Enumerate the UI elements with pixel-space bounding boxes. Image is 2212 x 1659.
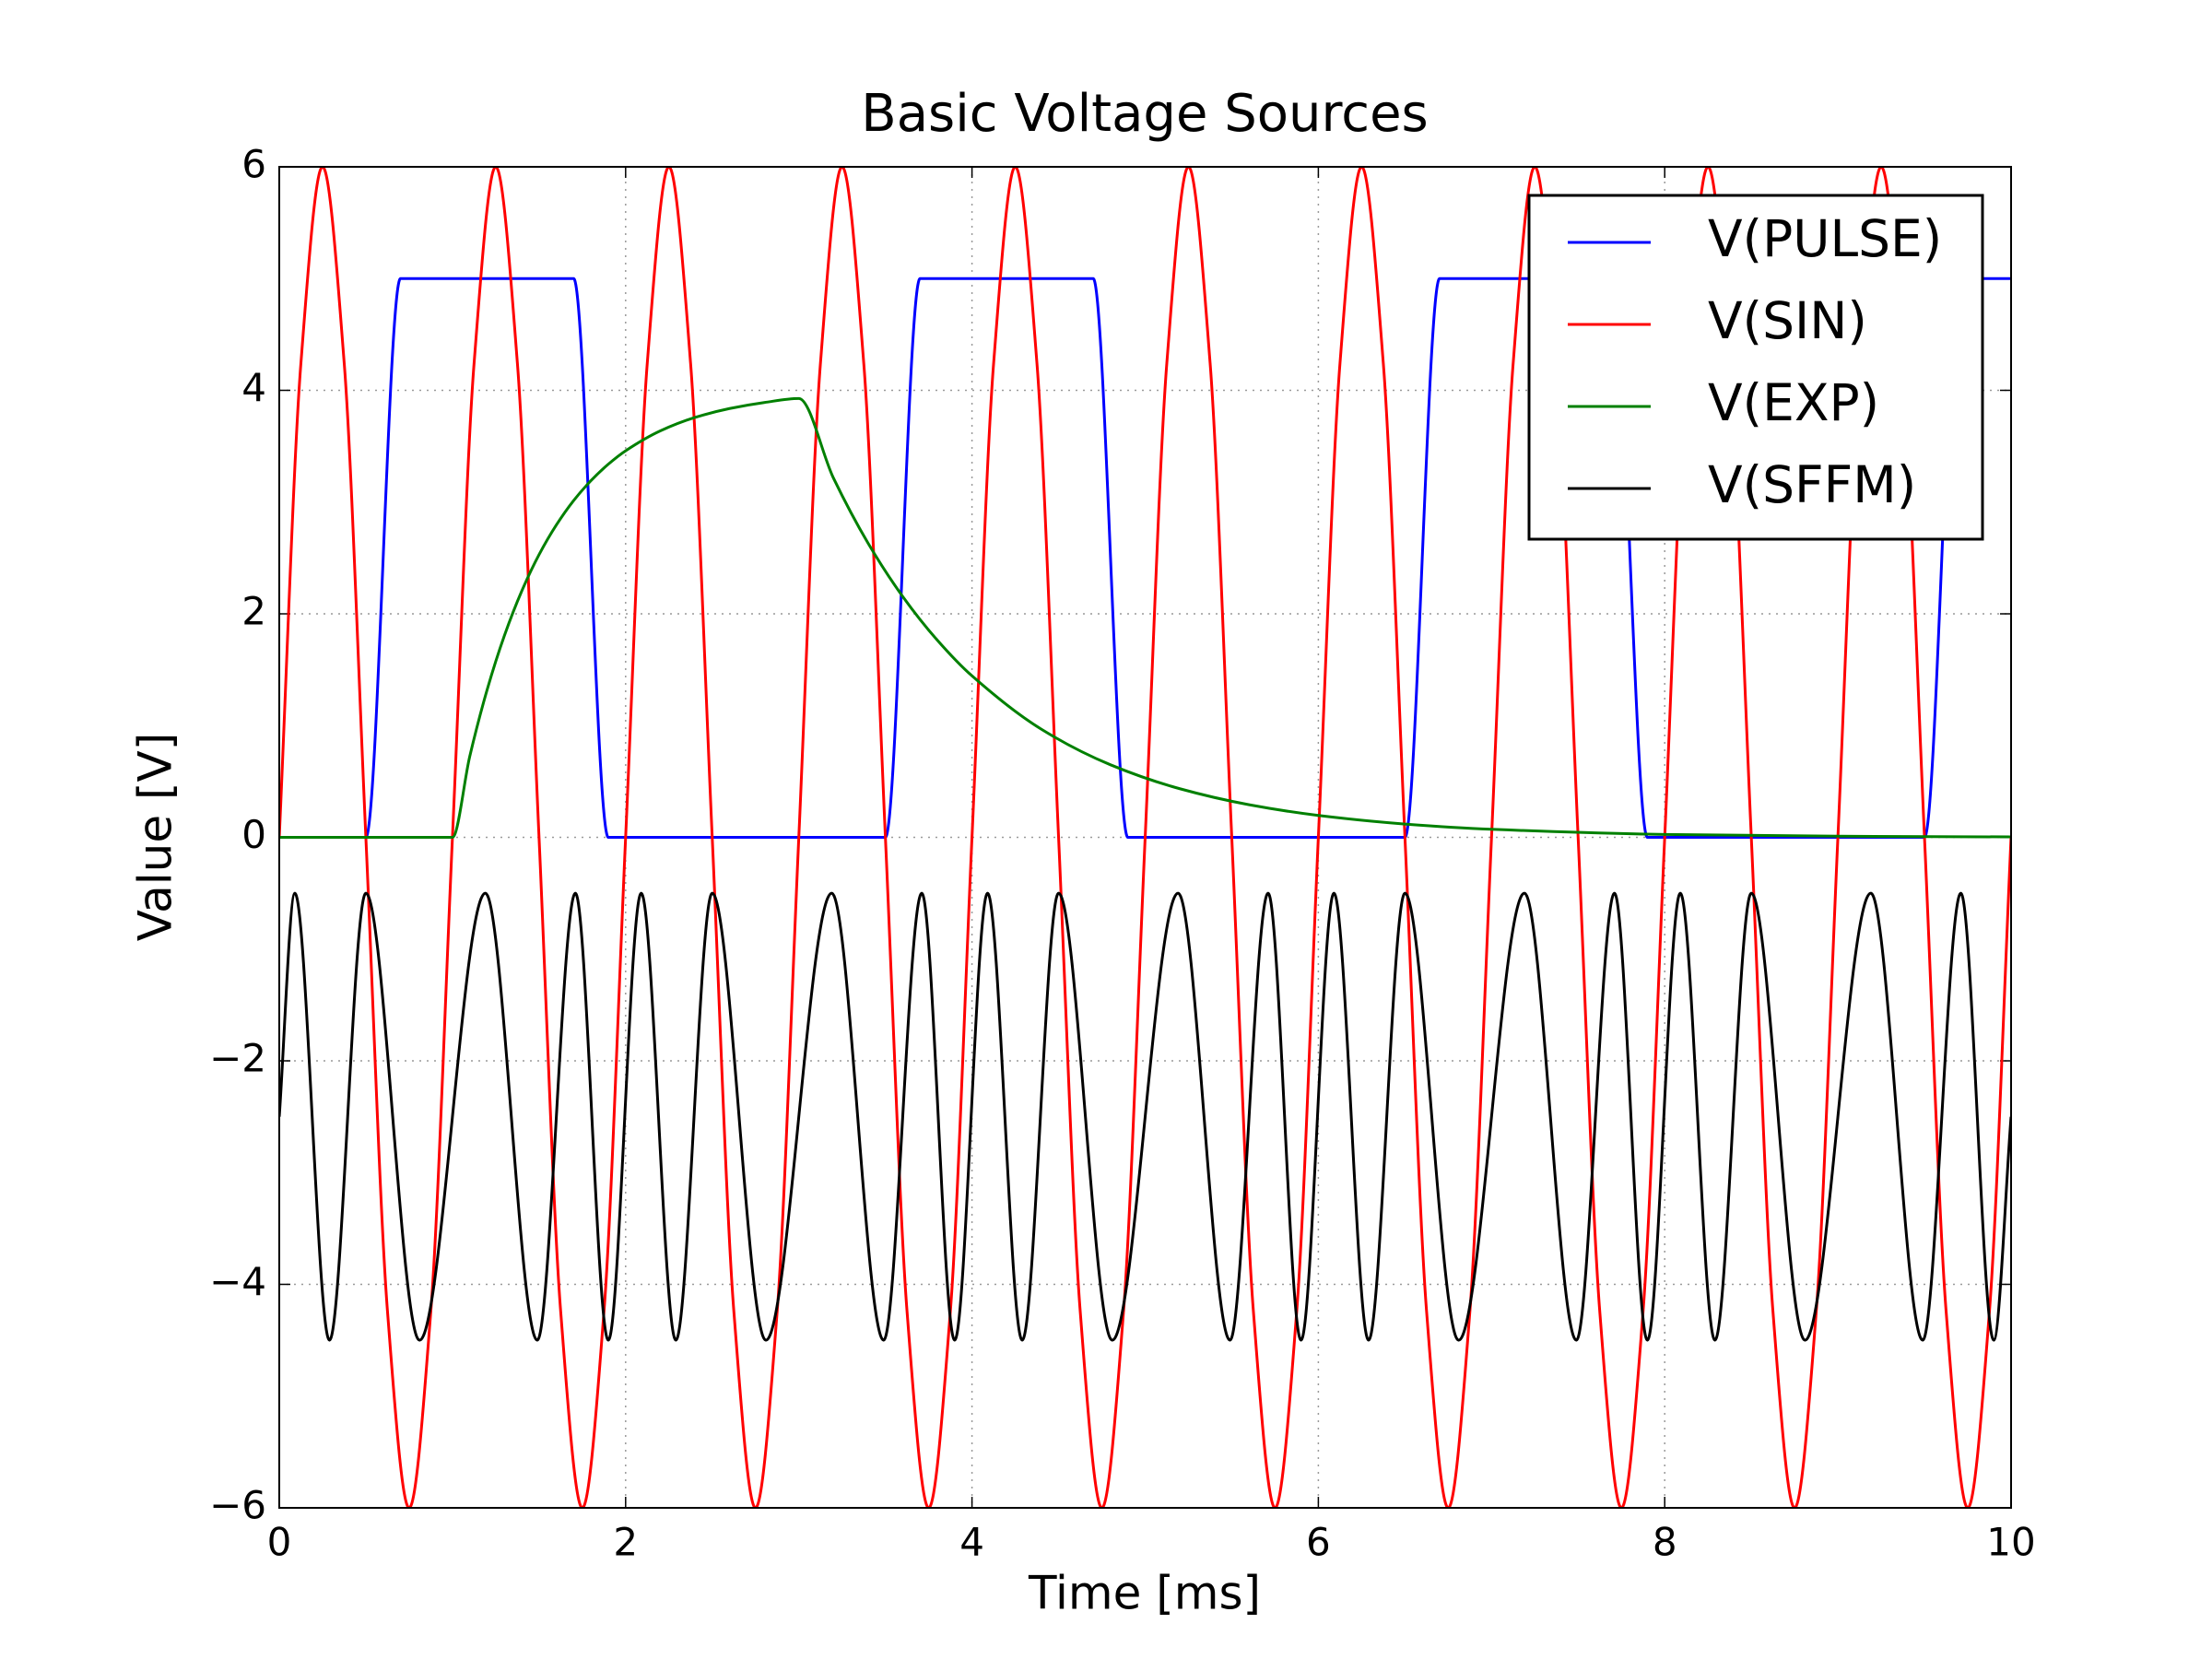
y-tick-label: 4 — [241, 365, 266, 410]
legend-label: V(SIN) — [1708, 291, 1867, 350]
x-tick-label: 8 — [1653, 1520, 1677, 1565]
series-line — [279, 891, 2011, 1342]
x-tick-label: 10 — [1986, 1520, 2035, 1565]
y-tick-label: −4 — [209, 1259, 266, 1304]
chart-title: Basic Voltage Sources — [861, 84, 1428, 144]
y-tick-label: −6 — [209, 1483, 266, 1528]
y-axis-label: Value [V] — [129, 733, 182, 941]
y-tick-label: 0 — [241, 812, 266, 857]
y-tick-label: 2 — [241, 589, 266, 634]
y-tick-label: −2 — [209, 1036, 266, 1081]
plot-frame — [278, 166, 2012, 1509]
series-line — [279, 396, 2011, 840]
x-tick-label: 0 — [267, 1520, 292, 1565]
y-tick-label: 6 — [241, 142, 266, 187]
x-tick-label: 2 — [613, 1520, 638, 1565]
x-tick-label: 4 — [959, 1520, 984, 1565]
x-tick-label: 6 — [1306, 1520, 1331, 1565]
legend-label: V(EXP) — [1708, 373, 1879, 432]
legend-box — [1527, 194, 1984, 541]
series-line — [279, 276, 2011, 840]
x-axis-label: Time [ms] — [1028, 1567, 1261, 1620]
legend-label: V(PULSE) — [1708, 209, 1942, 268]
legend-label: V(SFFM) — [1708, 455, 1916, 514]
